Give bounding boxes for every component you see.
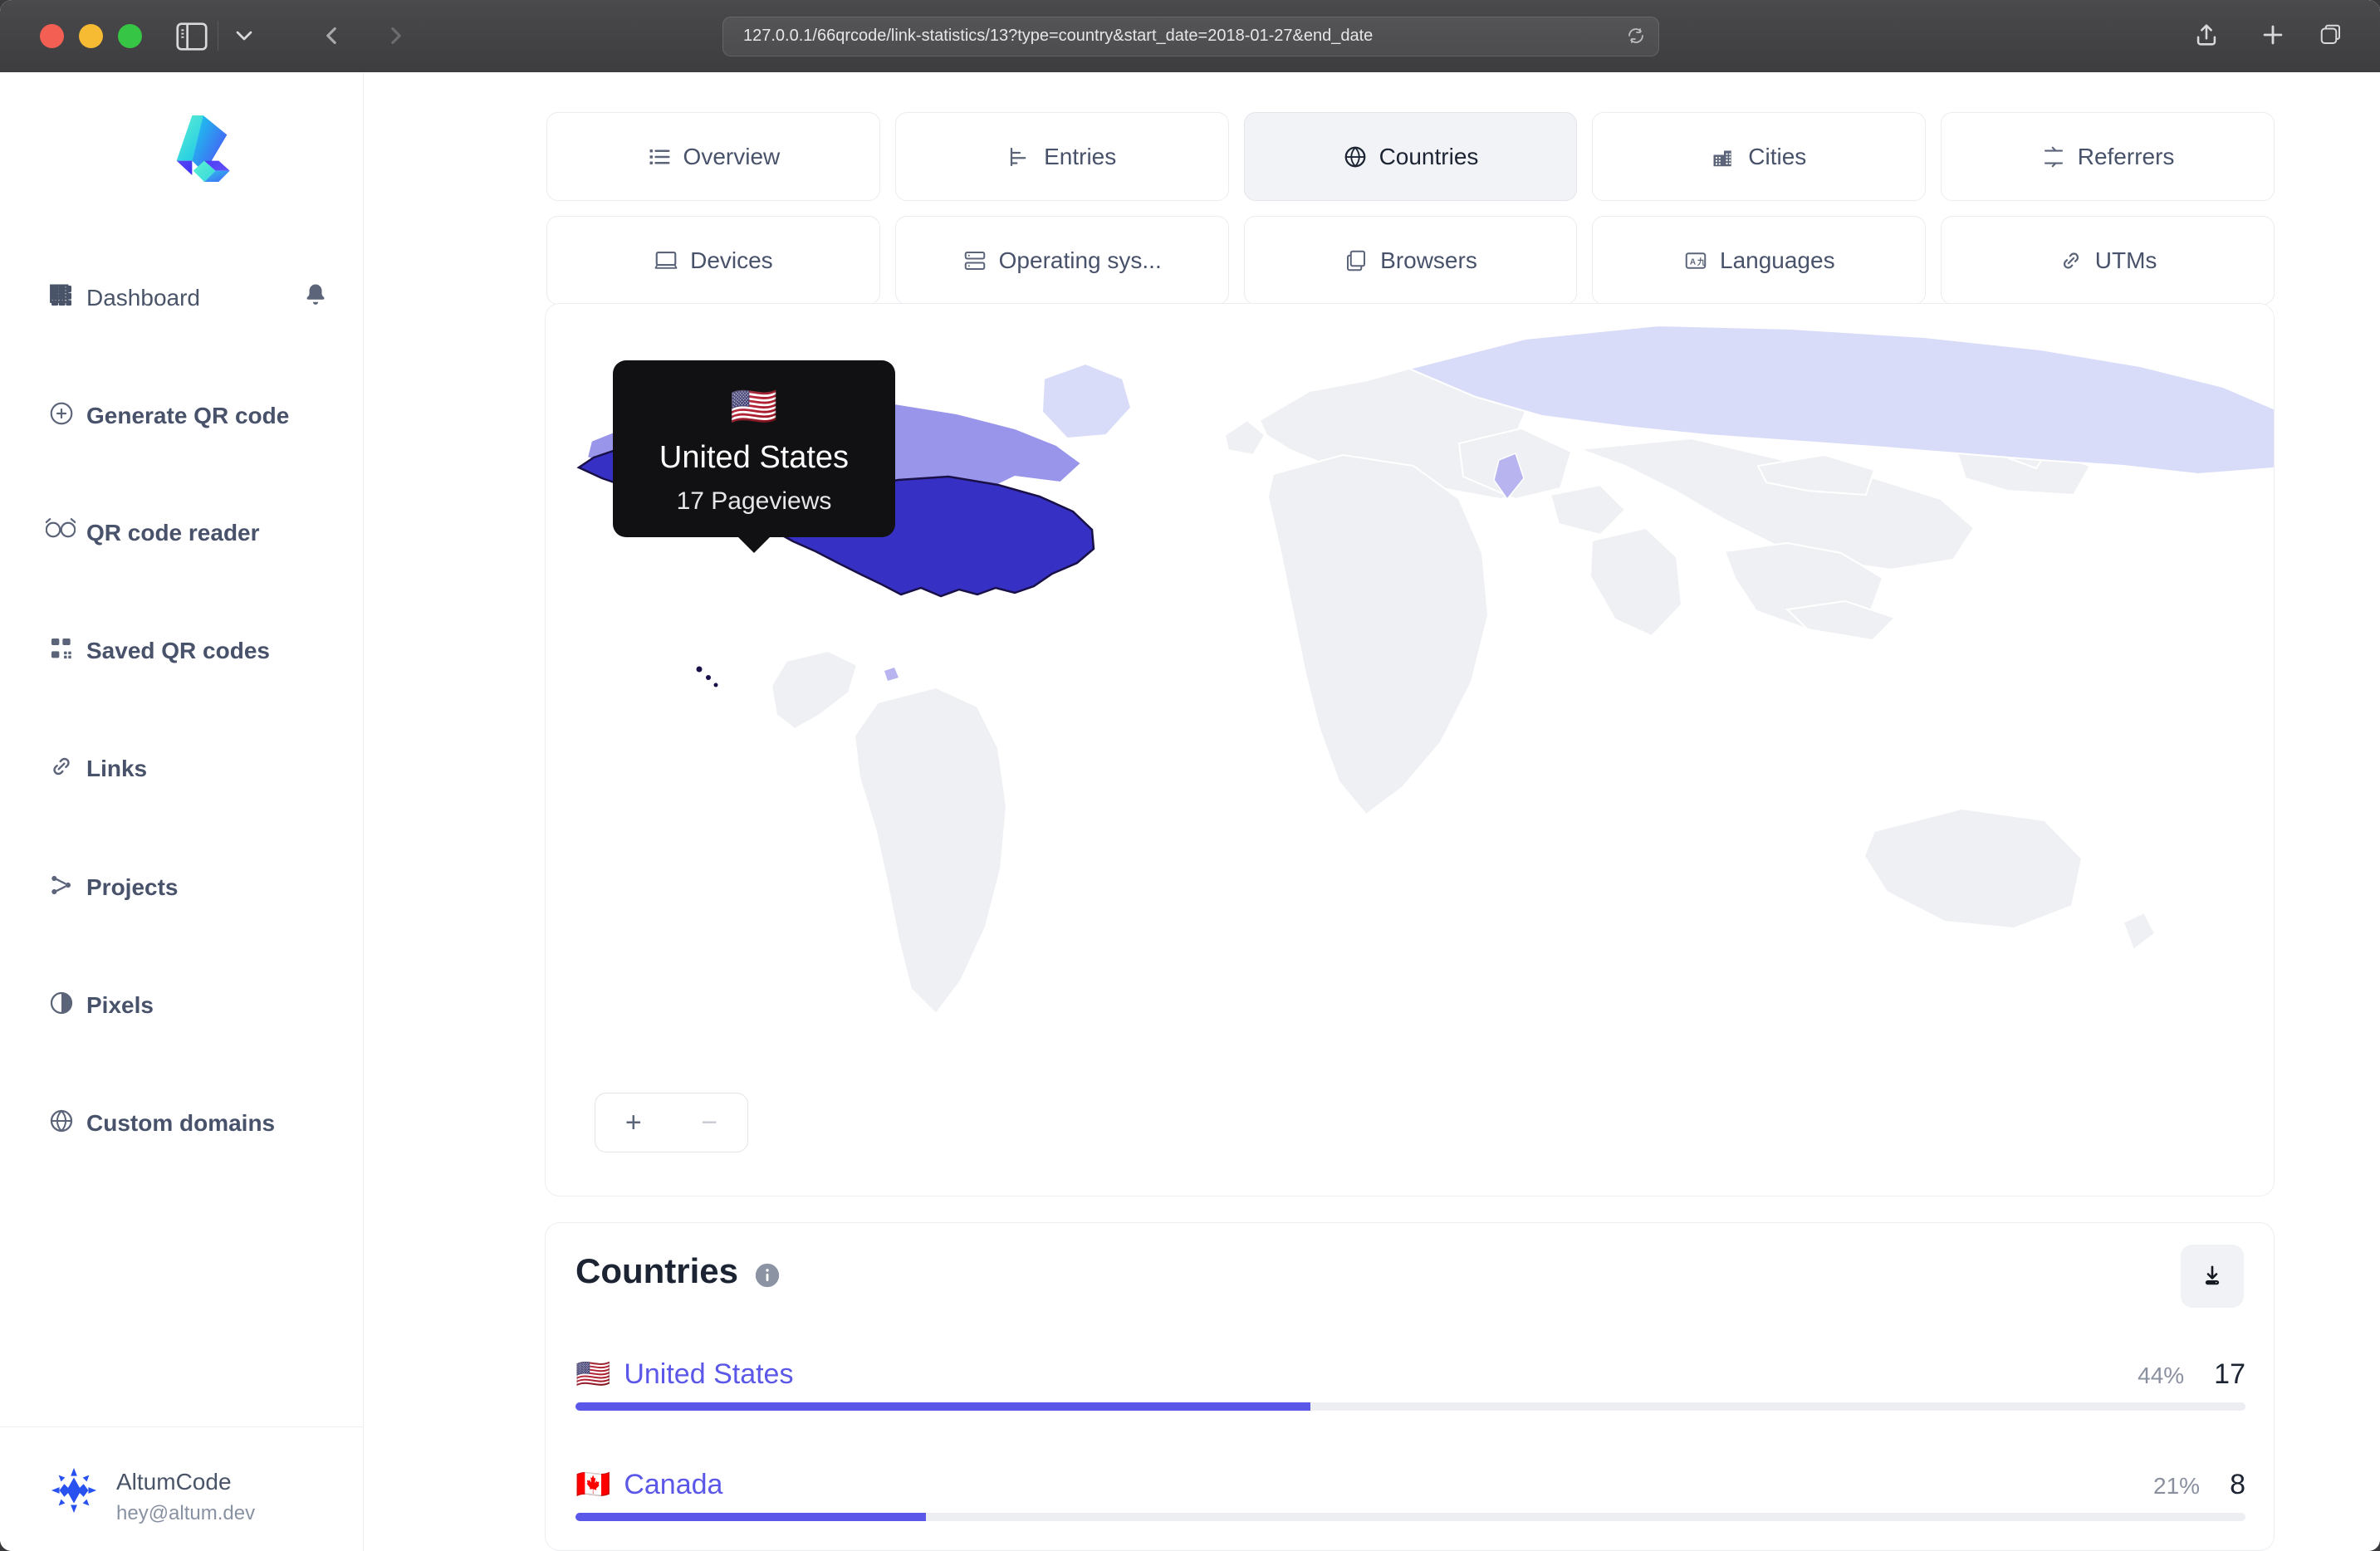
svg-text:A: A [1690,257,1696,267]
svg-text:九: 九 [1697,256,1706,267]
